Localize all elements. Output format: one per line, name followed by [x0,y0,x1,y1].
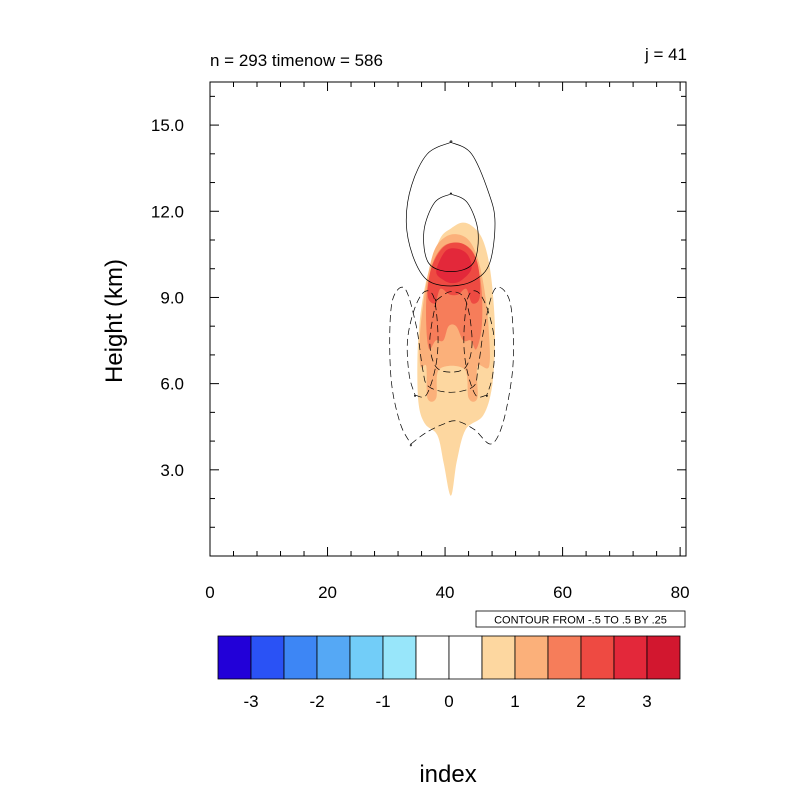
x-tick-label: 0 [205,583,214,602]
colorbar-label: 1 [510,692,519,711]
colorbar-box-8 [481,635,516,680]
contour-info-box: CONTOUR FROM -.5 TO .5 BY .25 [475,610,686,628]
contour-line-3 [406,290,439,398]
colorbar-box-2 [283,635,318,680]
colorbar-box-5 [382,635,417,680]
x-tick-label: 80 [671,583,690,602]
colorbar-label: -3 [243,692,258,711]
colorbar-box-0 [217,635,252,680]
x-tick-label: 40 [436,583,455,602]
contour-line-2 [389,286,514,447]
contour-line-5 [429,291,473,373]
colorbar-box-4 [349,635,384,680]
colorbar: -3 -2 -1 0 1 2 3 [217,635,681,711]
colorbar-label: 3 [642,692,651,711]
colorbar-box-9 [514,635,549,680]
colorbar-box-11 [580,635,615,680]
y-tick-label: 15.0 [151,116,184,135]
colorbar-box-13 [646,635,681,680]
x-tick-label: 20 [318,583,337,602]
title-right: j = 41 [644,45,687,64]
y-tick-label: 9.0 [160,288,184,307]
colorbar-label: 0 [444,692,453,711]
contour-info-text: CONTOUR FROM -.5 TO .5 BY .25 [494,615,667,627]
title-left: n = 293 timenow = 586 [210,51,383,70]
axes: 0 20 40 60 80 3.0 6.0 9.0 12.0 15.0 [151,81,690,602]
colorbar-box-10 [547,635,582,680]
colorbar-box-3 [316,635,351,680]
y-axis-label: Height (km) [101,259,128,383]
y-tick-label: 3.0 [160,461,184,480]
x-tick-label: 60 [553,583,572,602]
contour-line-4 [463,290,496,398]
colorbar-box-1 [250,635,285,680]
contour-line-1 [423,192,479,272]
plot-frame [209,81,687,557]
x-axis-label: index [419,761,476,788]
colorbar-box-7 [448,635,483,680]
colorbar-box-12 [613,635,648,680]
contour-line-0 [405,140,496,287]
y-tick-label: 12.0 [151,202,184,221]
colorbar-label: -2 [309,692,324,711]
colorbar-label: -1 [375,692,390,711]
colorbar-label: 2 [576,692,585,711]
plot-area [389,140,514,496]
y-tick-label: 6.0 [160,375,184,394]
colorbar-box-6 [415,635,450,680]
filled-region-4 [436,248,472,284]
